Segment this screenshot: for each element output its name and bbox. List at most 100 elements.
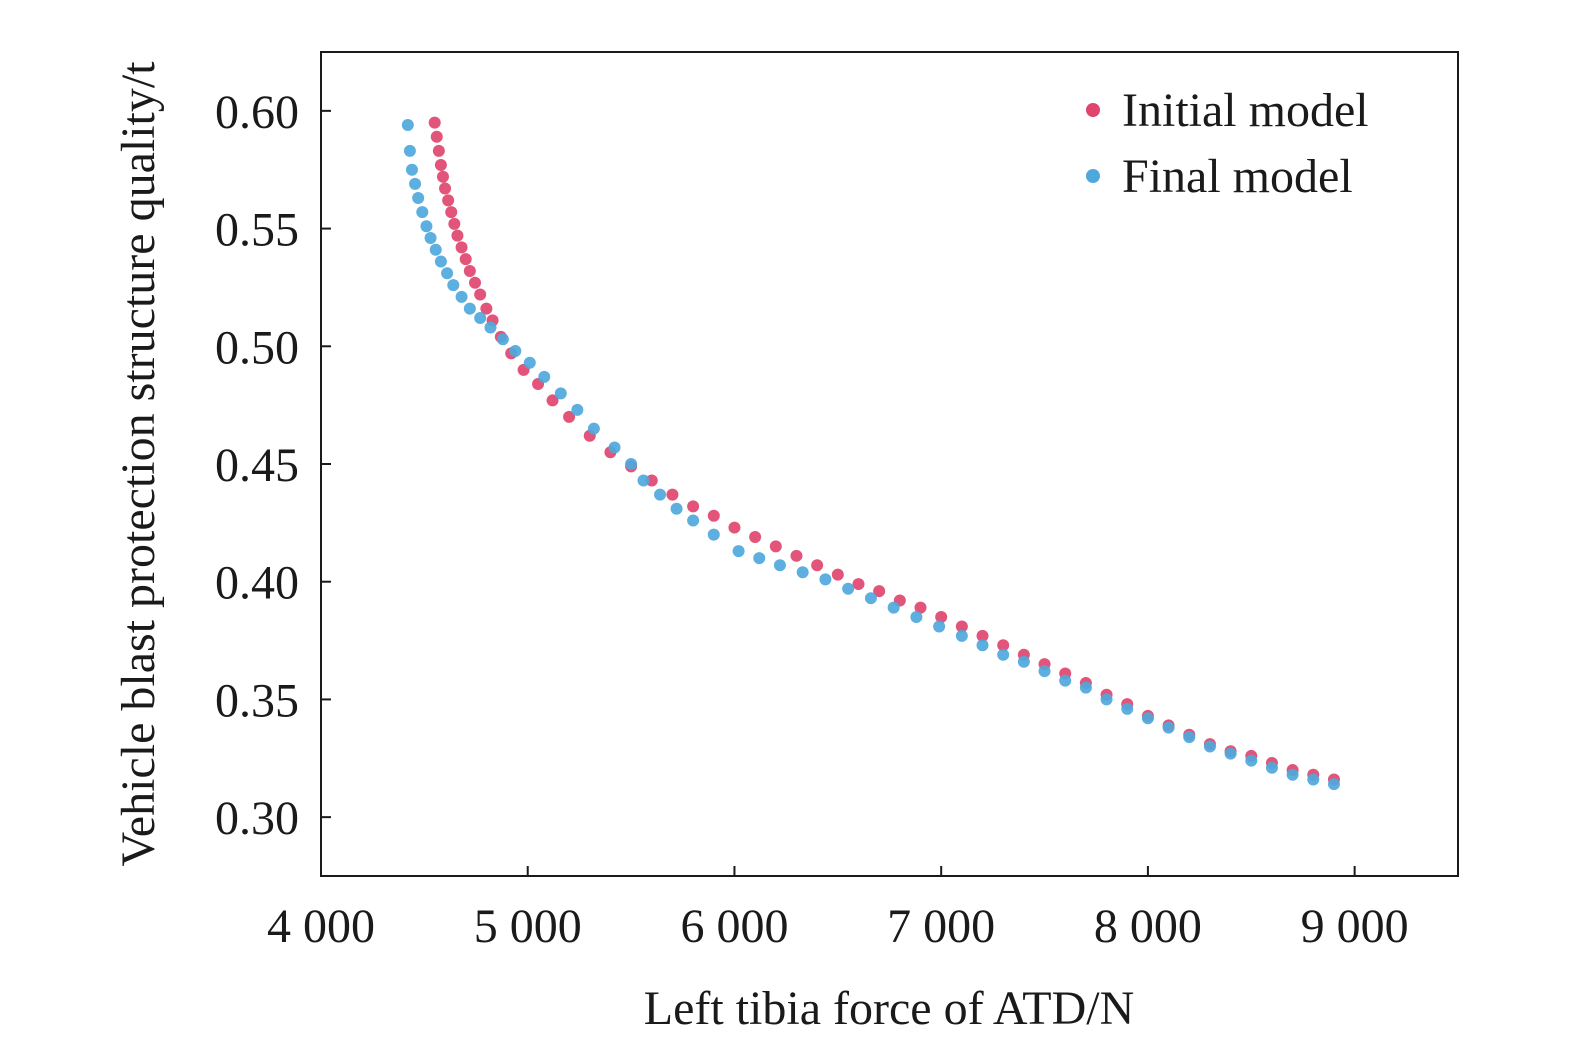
data-point xyxy=(852,578,865,591)
y-tick-label: 0.35 xyxy=(215,674,299,727)
data-point xyxy=(1162,721,1175,734)
data-point xyxy=(933,620,946,633)
data-point xyxy=(955,620,968,633)
data-point xyxy=(1059,674,1072,687)
y-tick-label: 0.50 xyxy=(215,321,299,374)
data-point xyxy=(796,566,809,579)
data-point xyxy=(429,243,442,256)
data-point xyxy=(1327,778,1340,791)
legend-label: Initial model xyxy=(1122,84,1369,137)
data-point xyxy=(625,458,638,470)
data-point xyxy=(1224,747,1237,760)
data-point xyxy=(563,410,576,423)
x-tick-label: 8 000 xyxy=(1094,900,1202,953)
data-point xyxy=(554,387,567,400)
legend-marker xyxy=(1086,169,1100,183)
data-point xyxy=(654,488,667,501)
data-point xyxy=(416,206,429,219)
data-point xyxy=(1079,681,1092,694)
data-point xyxy=(811,559,824,572)
data-point xyxy=(666,488,679,501)
data-point xyxy=(1265,761,1278,774)
data-point xyxy=(819,573,832,586)
data-point xyxy=(997,648,1010,661)
data-point xyxy=(707,528,720,541)
data-point xyxy=(864,592,877,605)
legend-marker xyxy=(1086,103,1100,117)
data-point xyxy=(441,267,454,280)
data-point xyxy=(753,552,766,565)
data-point xyxy=(436,170,449,183)
data-point xyxy=(608,441,621,454)
data-point xyxy=(538,370,551,383)
data-point xyxy=(687,514,700,527)
data-point xyxy=(749,530,762,543)
x-tick-label: 6 000 xyxy=(680,900,788,953)
data-point xyxy=(935,611,948,624)
data-point xyxy=(448,217,461,230)
data-point xyxy=(769,540,782,553)
data-point xyxy=(430,130,443,143)
data-point xyxy=(455,290,468,303)
data-point xyxy=(790,549,803,562)
x-tick-label: 4 000 xyxy=(267,900,375,953)
series-1 xyxy=(401,118,1340,791)
legend: Initial model Final model xyxy=(1086,84,1369,203)
data-point xyxy=(455,241,468,254)
data-point xyxy=(445,206,458,219)
x-tick-label: 7 000 xyxy=(887,900,995,953)
data-point xyxy=(474,288,487,301)
data-point xyxy=(1017,655,1030,668)
data-point xyxy=(955,629,968,642)
data-point xyxy=(637,474,650,487)
data-point xyxy=(887,601,900,614)
x-axis: 4 000 5 000 6 000 7 000 8 000 9 000 xyxy=(267,866,1409,953)
data-point xyxy=(424,231,437,244)
data-point xyxy=(484,321,497,334)
data-point xyxy=(1203,740,1216,753)
data-point xyxy=(451,229,464,242)
data-point xyxy=(439,182,452,195)
data-point xyxy=(409,177,422,190)
data-point xyxy=(587,422,600,435)
data-point xyxy=(571,403,584,416)
data-point xyxy=(997,639,1010,652)
data-point xyxy=(432,144,445,157)
data-point xyxy=(773,559,786,572)
data-point xyxy=(670,502,683,515)
legend-label: Final model xyxy=(1122,150,1353,203)
data-point xyxy=(469,276,482,289)
y-axis: 0.30 0.35 0.40 0.45 0.50 0.55 0.60 xyxy=(215,86,331,845)
data-point xyxy=(976,629,989,642)
data-point xyxy=(523,356,536,369)
y-tick-label: 0.40 xyxy=(215,557,299,610)
data-point xyxy=(401,118,414,131)
data-point xyxy=(496,333,509,346)
data-point xyxy=(1141,712,1154,725)
data-point xyxy=(1121,702,1134,715)
data-point xyxy=(463,264,476,277)
data-point xyxy=(434,159,447,172)
data-point xyxy=(873,585,886,598)
data-point xyxy=(509,344,522,357)
data-point xyxy=(459,253,472,266)
data-point xyxy=(687,500,700,513)
data-point xyxy=(447,279,460,292)
data-point xyxy=(707,509,720,522)
y-tick-label: 0.60 xyxy=(215,86,299,139)
data-point xyxy=(1307,773,1320,786)
data-point xyxy=(412,191,425,204)
data-point xyxy=(420,220,433,233)
data-points xyxy=(401,116,1340,791)
data-point xyxy=(1286,768,1299,781)
data-point xyxy=(428,116,441,129)
data-point xyxy=(442,194,455,207)
series-0 xyxy=(428,116,1340,786)
y-tick-label: 0.55 xyxy=(215,204,299,257)
y-axis-label: Vehicle blast protection structure quali… xyxy=(112,61,165,867)
data-point xyxy=(831,568,844,581)
y-tick-label: 0.45 xyxy=(215,439,299,492)
data-point xyxy=(842,582,855,595)
